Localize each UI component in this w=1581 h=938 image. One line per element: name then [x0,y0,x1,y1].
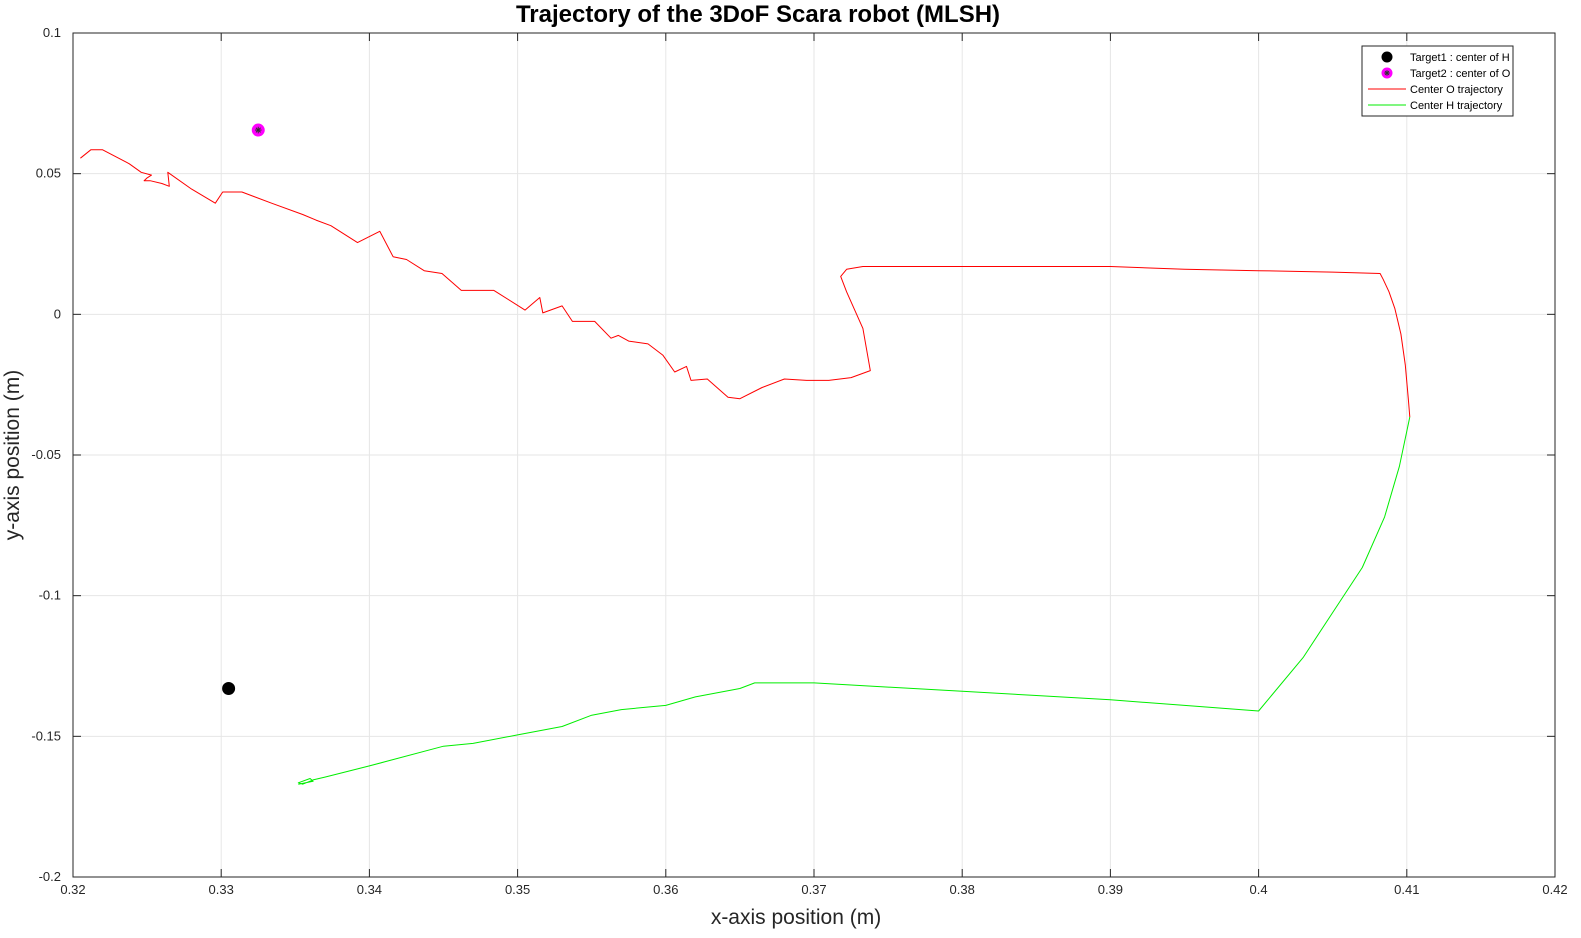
x-tick-labels: 0.32 0.33 0.34 0.35 0.36 0.37 0.38 0.39 0.4 0.41 0… [60,882,1567,897]
legend-entry: Target2 : center of O [1410,68,1511,80]
y-tick-label: 0.05 [36,166,61,181]
series-markers [222,123,265,696]
star-marker [254,126,262,134]
x-tick-label: 0.35 [505,882,530,897]
x-tick-label: 0.42 [1542,882,1567,897]
x-tick-label: 0.39 [1098,882,1123,897]
x-tick-label: 0.33 [209,882,234,897]
target-marker [222,682,236,696]
legend-entry: Center O trajectory [1410,84,1503,96]
y-tick-label: -0.15 [31,728,61,743]
series-line [297,416,1411,785]
y-tick-label: 0.1 [43,25,61,40]
chart-title: Trajectory of the 3DoF Scara robot (MLSH… [516,1,1000,28]
star-stroke [1384,70,1390,76]
x-tick-label: 0.34 [357,882,382,897]
x-tick-label: 0.4 [1250,882,1268,897]
y-tick-labels: -0.2 -0.15 -0.1 -0.05 0 0.05 0.1 [31,25,61,884]
grid-lines [72,32,1556,878]
x-tick-label: 0.32 [60,882,85,897]
series-line [80,149,1411,418]
y-tick-label: -0.05 [31,447,61,462]
x-tick-label: 0.37 [801,882,826,897]
star-stroke [255,127,261,133]
y-axis-label: y-axis position (m) [1,370,24,540]
y-tick-label: -0.2 [39,869,61,884]
y-tick-label: 0 [54,306,61,321]
x-tick-label: 0.36 [653,882,678,897]
target-marker [1381,51,1393,63]
x-tick-label: 0.41 [1394,882,1419,897]
series-lines [80,149,1411,785]
x-tick-label: 0.38 [950,882,975,897]
legend-entry: Center H trajectory [1410,100,1503,112]
axis-ticks [72,32,1556,878]
x-axis-label: x-axis position (m) [711,906,881,929]
y-tick-label: -0.1 [39,588,61,603]
legend-entry: Target1 : center of H [1410,52,1510,64]
star-marker [1384,70,1390,76]
legend: Target1 : center of H Target2 : center of… [1361,45,1514,117]
